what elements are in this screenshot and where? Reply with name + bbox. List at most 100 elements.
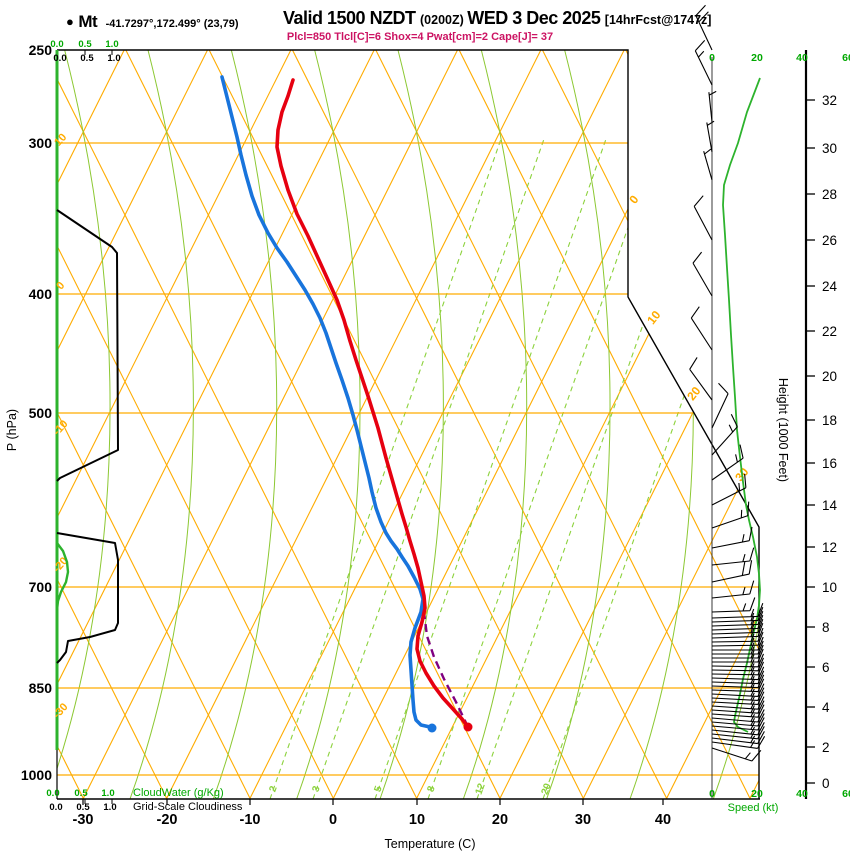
moist-adiabat-line	[462, 50, 528, 799]
grid-scale-cloudiness-curve	[56, 532, 119, 664]
wind-barb	[711, 382, 729, 429]
mixing-ratio-line	[476, 139, 709, 799]
speed-tick-label-bottom: 0	[709, 788, 715, 800]
height-tick-label: 14	[822, 498, 838, 513]
dry-adiabat-line	[208, 50, 585, 799]
moist-adiabat-line	[296, 50, 361, 799]
dry-adiabat-line	[291, 50, 668, 799]
wind-barb	[711, 603, 764, 619]
wind-barb	[711, 683, 765, 697]
temp-tick-label: 20	[492, 812, 508, 828]
isotherm-label: 10	[644, 308, 663, 327]
wind-speed-profile-curve	[722, 77, 761, 733]
cloudwater-scale-top: 0.0	[50, 39, 63, 50]
cloudiness-scale-bottom: 1.0	[103, 802, 116, 813]
isotherm-line	[499, 50, 759, 799]
wind-barb	[694, 40, 713, 86]
wind-barb	[711, 726, 765, 740]
height-tick-label: 28	[822, 187, 837, 202]
dry-adiabat-line	[57, 50, 168, 799]
pressure-tick-label: 1000	[21, 767, 52, 783]
wind-barb	[711, 607, 764, 623]
mixing-ratio-line	[312, 139, 545, 799]
valid-time-title: Valid 1500 NZDT (0200Z) WED 3 Dec 2025 […	[283, 8, 711, 29]
mixing-ratio-line	[427, 139, 660, 799]
wind-barb	[711, 627, 764, 643]
speed-axis-title: Speed (kt)	[728, 802, 779, 814]
height-tick-label: 30	[822, 141, 837, 156]
speed-tick-label-bottom: 20	[751, 788, 763, 800]
wind-barb	[711, 709, 765, 723]
wind-barb	[711, 657, 765, 672]
temp-tick-label: -30	[73, 812, 94, 828]
valid-zulu: (0200Z)	[420, 13, 468, 27]
cloudiness-scale-bottom: 0.5	[76, 802, 90, 813]
surface-temperature-dot	[463, 722, 473, 732]
mixing-ratio-label: 3	[311, 784, 323, 793]
cloud-scale-ticks-top	[84, 50, 113, 55]
dry-adiabat-line	[125, 50, 501, 799]
isotherm-line	[57, 50, 375, 799]
isotherm-line	[332, 50, 708, 799]
station-name: Mt	[78, 12, 98, 31]
cloudwater-axis-title: CloudWater (g/Kg)	[133, 787, 224, 799]
dry-adiabat-line	[57, 50, 335, 799]
temperature-curve	[275, 78, 470, 729]
moist-adiabat-line	[129, 50, 194, 799]
wind-barb	[711, 678, 765, 693]
height-tick-label: 8	[822, 620, 830, 635]
height-tick-label: 10	[822, 580, 837, 595]
wind-barb	[711, 704, 765, 718]
isotherm-line	[57, 50, 125, 799]
pressure-tick-label: 500	[29, 405, 53, 421]
temp-tick-label: -20	[157, 812, 178, 828]
speed-tick-label-top: 20	[751, 52, 763, 64]
wind-barb	[711, 696, 765, 710]
theta-label: 10	[52, 131, 69, 148]
forecast-hour: [14hrFcst@1747z]	[604, 13, 712, 27]
station-coords: -41.7297°,172.499° (23,79)	[105, 18, 239, 30]
height-tick-label: 2	[822, 740, 830, 755]
wind-barb	[711, 731, 765, 745]
parcel-path-curve	[422, 611, 470, 728]
cloudiness-scale-top: 1.0	[107, 53, 120, 64]
speed-tick-label-top: 0	[709, 52, 715, 64]
height-tick-label: 22	[822, 324, 837, 339]
surface-dewpoint-dot	[427, 723, 437, 733]
wind-barb	[695, 4, 713, 51]
isotherm-line	[582, 50, 759, 799]
wind-barb	[711, 526, 753, 549]
pressure-tick-label: 400	[29, 286, 53, 302]
height-tick-label: 6	[822, 660, 830, 675]
wind-barb	[711, 674, 765, 689]
cloud-profiles	[55, 209, 119, 664]
station-title: ● Mt -41.7297°,172.499° (23,79)	[66, 12, 239, 32]
chart-header: ● Mt -41.7297°,172.499° (23,79) Valid 15…	[0, 0, 850, 46]
wind-barb	[712, 640, 764, 655]
dry-adiabat-line	[375, 50, 751, 799]
wind-barb	[711, 501, 750, 529]
temp-tick-label: -10	[240, 812, 261, 828]
isotherm-line	[249, 50, 625, 799]
moist-adiabat-line	[57, 50, 111, 799]
wind-barb	[689, 357, 713, 401]
wind-barb	[712, 648, 764, 663]
wind-barb	[711, 560, 753, 583]
wind-barb	[711, 747, 762, 762]
dry-adiabat-line	[57, 50, 251, 799]
pressure-tick-label: 850	[29, 680, 53, 696]
wind-barb	[693, 195, 713, 241]
plot-border	[57, 49, 760, 799]
height-tick-label: 0	[822, 776, 830, 791]
wind-barb	[711, 661, 765, 676]
wind-barb	[711, 615, 764, 631]
moist-adiabat-line	[212, 50, 278, 799]
dry-adiabat-line	[57, 50, 418, 799]
speed-tick-label-top: 60	[842, 52, 850, 64]
cloudwater-curve	[55, 542, 70, 611]
speed-tick-label-bottom: 60	[842, 788, 850, 800]
wind-barb	[712, 636, 764, 651]
isotherm-line	[82, 50, 459, 799]
